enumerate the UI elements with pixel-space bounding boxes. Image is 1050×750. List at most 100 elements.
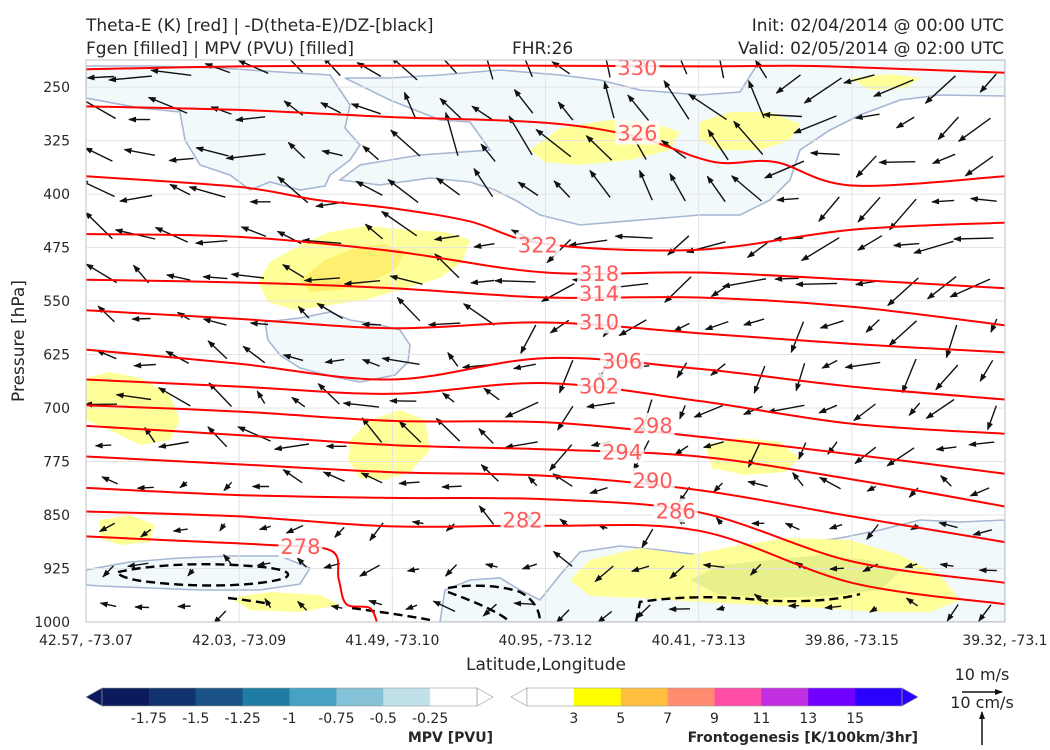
wind-vector (800, 237, 840, 262)
x-tick-label: 39.32, -73.1 (962, 633, 1047, 649)
dtheta-dz-contour-center-2 (447, 590, 511, 622)
x-tick-label: 39.86, -73.15 (805, 633, 899, 649)
theta-e-label-bg (577, 373, 622, 398)
wind-vector (931, 153, 956, 165)
colorbar-segment (714, 688, 762, 706)
theta-e-label-326: 326 (617, 121, 657, 145)
colorbar-frame (101, 687, 478, 707)
wind-vector (334, 526, 345, 539)
wind-vector (674, 445, 689, 456)
wind-vector (979, 73, 997, 93)
reference-vectors: 10 m/s 10 cm/s (950, 665, 1014, 745)
wind-vector (406, 566, 420, 573)
wind-vector (359, 564, 380, 577)
wind-vector (361, 321, 382, 328)
wind-vector (119, 194, 153, 203)
mpv-region-upper-left (86, 65, 362, 191)
wind-vector (134, 604, 150, 611)
wind-vector (749, 563, 762, 576)
wind-vector (517, 181, 539, 197)
wind-vector (435, 177, 461, 196)
wind-vector (101, 476, 118, 485)
wind-vector (194, 239, 228, 246)
wind-vector (235, 116, 266, 123)
wind-vector (504, 401, 539, 418)
wind-vector (949, 278, 991, 298)
wind-vector (667, 235, 690, 256)
wind-vector (795, 281, 838, 288)
wind-vector (403, 91, 417, 120)
colorbar-segment (667, 688, 715, 706)
theta-e-contour-286 (86, 486, 1005, 584)
wind-vector (242, 345, 266, 364)
wind-vector (195, 146, 229, 157)
wind-vector (102, 565, 114, 578)
colorbar-segment (102, 688, 150, 706)
wind-vector (343, 280, 381, 287)
colorbar-segment (620, 688, 669, 706)
ref-vector-horizontal-label: 10 m/s (955, 665, 1010, 684)
wind-vector (855, 155, 877, 178)
wind-vector (978, 604, 992, 622)
wind-vector (586, 402, 615, 409)
wind-vector (663, 79, 690, 120)
wind-vector (150, 68, 192, 76)
wind-vector (98, 522, 116, 533)
wind-vector (635, 604, 651, 619)
wind-vector (398, 480, 420, 487)
wind-vector (123, 147, 156, 156)
wind-vector (208, 382, 233, 407)
wind-vector (322, 471, 345, 482)
wind-vector (790, 321, 805, 354)
ref-vector-vertical-label: 10 cm/s (950, 693, 1014, 712)
wind-vector (702, 562, 725, 569)
wind-vector (904, 562, 918, 569)
wind-vector (361, 417, 383, 443)
wind-vector (478, 505, 495, 525)
colorbar-extend-high (476, 687, 494, 707)
wind-vector (296, 557, 307, 568)
fgen-colorbar-label: Frontogenesis [K/100km/3hr] (688, 730, 918, 746)
wind-vector (940, 474, 952, 487)
wind-vector (478, 427, 494, 444)
y-tick-label: 400 (43, 187, 70, 203)
wind-vector (888, 320, 917, 347)
colorbar-segment (242, 688, 290, 706)
fgen-core-mid-left (300, 244, 405, 292)
wind-vector (798, 442, 807, 460)
wind-vector (187, 568, 195, 577)
colorbar-segment (808, 688, 856, 706)
wind-vector (589, 169, 611, 198)
title-left-line2: Fgen [filled] | MPV (PVU) [filled] (86, 39, 354, 59)
wind-vector (774, 275, 799, 282)
fgen-region-top-right (850, 74, 920, 90)
wind-vector (317, 383, 340, 405)
wind-vector (207, 340, 228, 360)
wind-vector (803, 77, 842, 104)
theta-e-label-bg (615, 60, 660, 79)
y-tick-label: 925 (43, 562, 70, 578)
colorbar-segment (336, 688, 384, 706)
wind-vector (441, 392, 455, 403)
wind-vector (551, 61, 571, 75)
wind-vector (605, 60, 611, 78)
wind-vector (380, 210, 418, 237)
wind-vector (710, 363, 726, 376)
wind-vector (866, 524, 879, 541)
wind-vector (207, 426, 228, 448)
colorbar-segment (148, 688, 197, 706)
valid-time: Valid: 02/05/2014 @ 02:00 UTC (738, 39, 1004, 59)
wind-vector (179, 480, 188, 489)
colorbar-tick-label: -1.25 (225, 711, 261, 727)
theta-e-label-314: 314 (579, 282, 619, 306)
wind-vector (264, 597, 272, 608)
wind-vector (987, 405, 997, 431)
wind-vector (355, 180, 383, 196)
theta-e-label-bg (500, 507, 545, 532)
wind-vector (202, 274, 228, 281)
wind-vector (86, 147, 113, 162)
theta-e-contour-322 (86, 175, 1005, 252)
wind-vector (843, 74, 875, 85)
wind-vector (630, 565, 650, 573)
wind-vector (282, 353, 304, 362)
